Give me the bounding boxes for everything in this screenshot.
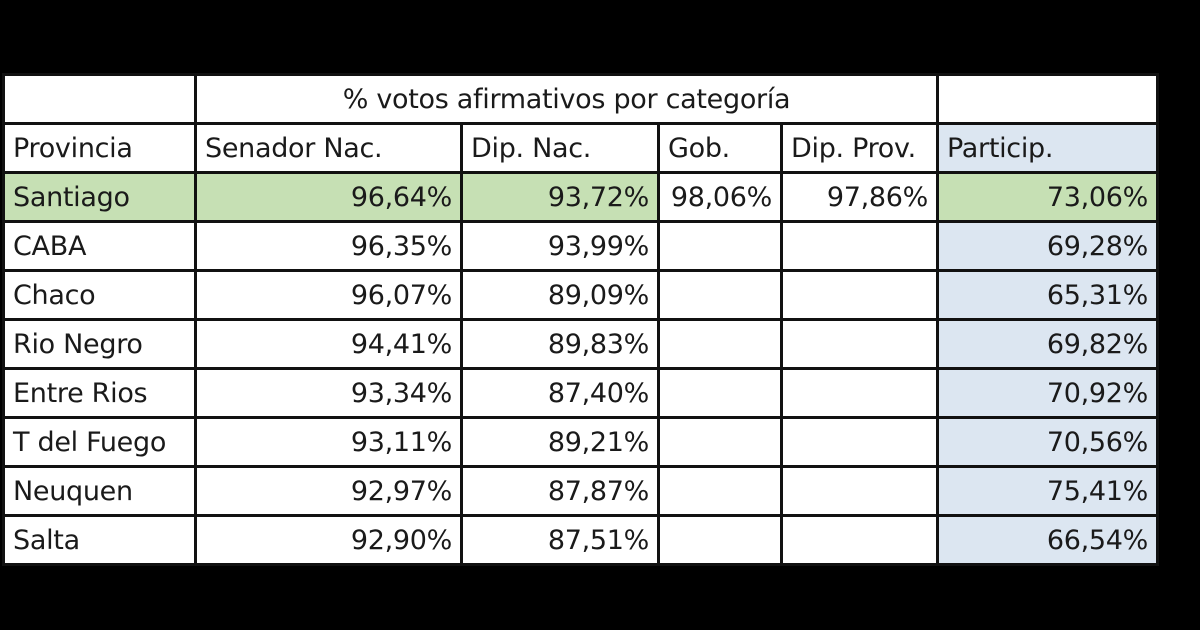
column-header-dip-nac: Dip. Nac.: [460, 122, 660, 174]
column-header-provincia: Provincia: [2, 122, 197, 174]
cell-provincia: Neuquen: [2, 465, 197, 517]
cell-provincia: Salta: [2, 514, 197, 566]
column-header-particip: Particip.: [936, 122, 1159, 174]
cell-particip: 69,82%: [936, 318, 1159, 370]
cell-provincia: Rio Negro: [2, 318, 197, 370]
cell-particip: 70,92%: [936, 367, 1159, 419]
cell-provincia: T del Fuego: [2, 416, 197, 468]
column-header-gob: Gob.: [657, 122, 783, 174]
header-blank-cell-right: [936, 73, 1159, 125]
cell-gob: [657, 220, 783, 272]
cell-gob: 98,06%: [657, 171, 783, 223]
table-row: CABA 96,35% 93,99% 69,28%: [2, 220, 1159, 272]
cell-senador: 96,64%: [194, 171, 463, 223]
table-row: Neuquen 92,97% 87,87% 75,41%: [2, 465, 1159, 517]
cell-dip-prov: [780, 269, 939, 321]
cell-senador: 93,11%: [194, 416, 463, 468]
table-row: Salta 92,90% 87,51% 66,54%: [2, 514, 1159, 566]
cell-gob: [657, 465, 783, 517]
cell-dip-prov: [780, 220, 939, 272]
cell-dip-nac: 89,83%: [460, 318, 660, 370]
cell-dip-nac: 93,99%: [460, 220, 660, 272]
cell-particip: 65,31%: [936, 269, 1159, 321]
cell-gob: [657, 416, 783, 468]
cell-dip-prov: [780, 465, 939, 517]
cell-dip-nac: 89,21%: [460, 416, 660, 468]
column-header-row: Provincia Senador Nac. Dip. Nac. Gob. Di…: [2, 122, 1159, 174]
cell-dip-prov: 97,86%: [780, 171, 939, 223]
cell-senador: 93,34%: [194, 367, 463, 419]
cell-dip-prov: [780, 416, 939, 468]
cell-dip-nac: 89,09%: [460, 269, 660, 321]
header-blank-cell: [2, 73, 197, 125]
cell-gob: [657, 514, 783, 566]
table-row: Entre Rios 93,34% 87,40% 70,92%: [2, 367, 1159, 419]
cell-senador: 96,07%: [194, 269, 463, 321]
cell-senador: 92,97%: [194, 465, 463, 517]
cell-senador: 92,90%: [194, 514, 463, 566]
cell-particip: 66,54%: [936, 514, 1159, 566]
cell-dip-prov: [780, 367, 939, 419]
cell-particip: 69,28%: [936, 220, 1159, 272]
column-header-dip-prov: Dip. Prov.: [780, 122, 939, 174]
table-row-highlighted: Santiago 96,64% 93,72% 98,06% 97,86% 73,…: [2, 171, 1159, 223]
cell-dip-nac: 87,40%: [460, 367, 660, 419]
group-header-title: % votos afirmativos por categoría: [194, 73, 939, 125]
cell-gob: [657, 269, 783, 321]
cell-dip-nac: 87,51%: [460, 514, 660, 566]
cell-provincia: Santiago: [2, 171, 197, 223]
column-header-senador: Senador Nac.: [194, 122, 463, 174]
cell-provincia: Chaco: [2, 269, 197, 321]
cell-dip-prov: [780, 514, 939, 566]
cell-senador: 94,41%: [194, 318, 463, 370]
votes-table: % votos afirmativos por categoría Provin…: [2, 73, 1159, 566]
cell-dip-prov: [780, 318, 939, 370]
group-header-row: % votos afirmativos por categoría: [2, 73, 1159, 125]
cell-particip: 70,56%: [936, 416, 1159, 468]
cell-particip: 73,06%: [936, 171, 1159, 223]
cell-gob: [657, 367, 783, 419]
cell-senador: 96,35%: [194, 220, 463, 272]
spreadsheet-table-container: % votos afirmativos por categoría Provin…: [2, 73, 1200, 566]
table-row: Rio Negro 94,41% 89,83% 69,82%: [2, 318, 1159, 370]
cell-provincia: Entre Rios: [2, 367, 197, 419]
cell-gob: [657, 318, 783, 370]
table-row: Chaco 96,07% 89,09% 65,31%: [2, 269, 1159, 321]
cell-dip-nac: 93,72%: [460, 171, 660, 223]
cell-particip: 75,41%: [936, 465, 1159, 517]
table-row: T del Fuego 93,11% 89,21% 70,56%: [2, 416, 1159, 468]
cell-dip-nac: 87,87%: [460, 465, 660, 517]
cell-provincia: CABA: [2, 220, 197, 272]
